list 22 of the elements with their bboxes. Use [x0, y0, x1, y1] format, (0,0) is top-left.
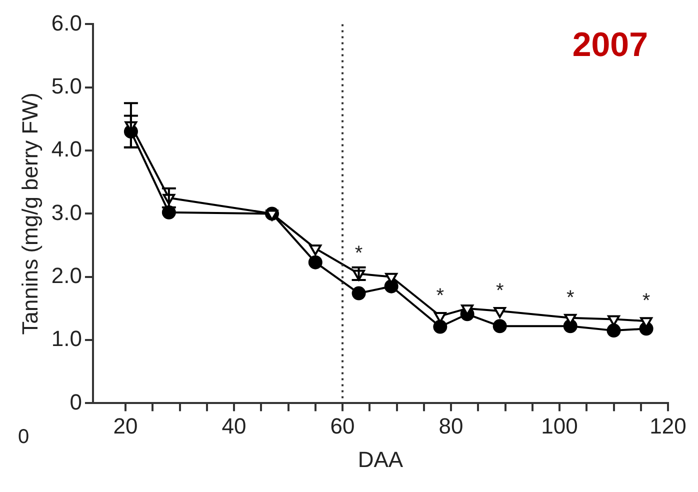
x-tick-label: 100 — [541, 413, 578, 438]
text: 0 — [18, 426, 30, 448]
annotation: * — [496, 280, 504, 302]
y-tick-label: 4.0 — [51, 136, 82, 162]
y-axis-title: Tannins (mg/g berry FW) — [17, 92, 42, 335]
annotation: * — [642, 290, 650, 312]
y-tick-label: 1.0 — [51, 326, 82, 352]
y-tick-label: 2.0 — [51, 262, 82, 288]
x-tick-label: 80 — [438, 413, 464, 438]
annotation: * — [354, 242, 363, 265]
y-tick-label: 6.0 — [51, 10, 82, 36]
x-axis-title: DAA — [358, 446, 404, 472]
y-tick-label: 0 — [70, 389, 82, 414]
x-tick-label: 20 — [113, 413, 138, 438]
x-tick-label: 40 — [222, 413, 246, 438]
annotation: * — [566, 286, 574, 309]
y-tick-label: 3.0 — [51, 200, 82, 225]
x-tick-label: 120 — [650, 413, 686, 438]
chart-title: 2007 — [572, 26, 648, 64]
y-tick-label: 5.0 — [51, 73, 82, 98]
x-tick-label: 60 — [330, 413, 355, 438]
annotation: * — [436, 285, 444, 308]
